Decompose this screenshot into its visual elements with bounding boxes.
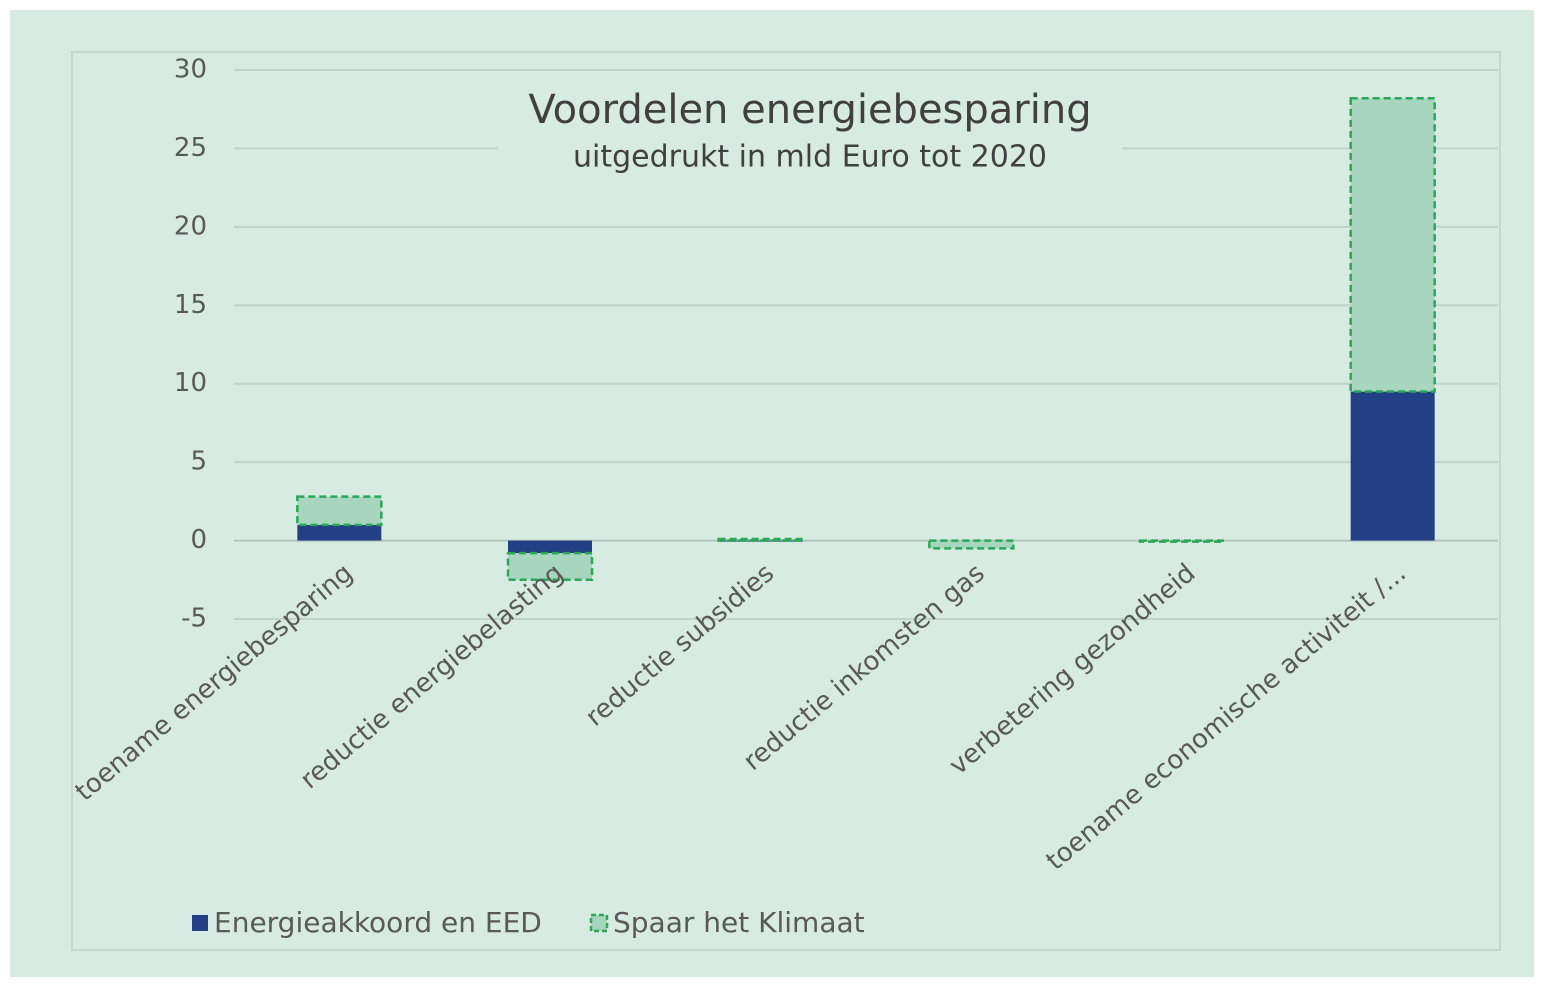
chart-frame [71, 51, 1501, 951]
y-tick-label: 15 [174, 290, 207, 320]
y-tick-label: 10 [174, 368, 207, 398]
legend-swatch [192, 915, 208, 931]
bar [1349, 96, 1436, 393]
y-tick-label: -5 [181, 604, 207, 634]
bar [1138, 539, 1226, 543]
chart-subtitle: uitgedrukt in mld Euro tot 2020 [573, 140, 1047, 175]
bar [297, 524, 382, 541]
bar [296, 495, 383, 527]
y-tick-label: 0 [190, 525, 207, 555]
y-tick-label: 25 [174, 133, 207, 163]
y-tick-label: 5 [190, 447, 207, 477]
bar [717, 537, 804, 542]
bar [928, 539, 1015, 550]
legend-label: Spaar het Klimaat [613, 906, 865, 939]
y-tick-label: 20 [174, 211, 207, 241]
y-tick-label: 30 [174, 55, 207, 85]
bar [506, 551, 594, 582]
title-background [498, 82, 1122, 192]
bar [508, 540, 592, 554]
chart-title: Voordelen energiebesparing [528, 87, 1091, 133]
legend-label: Energieakkoord en EED [214, 906, 542, 939]
legend-swatch [589, 913, 609, 933]
bar [1350, 391, 1435, 541]
